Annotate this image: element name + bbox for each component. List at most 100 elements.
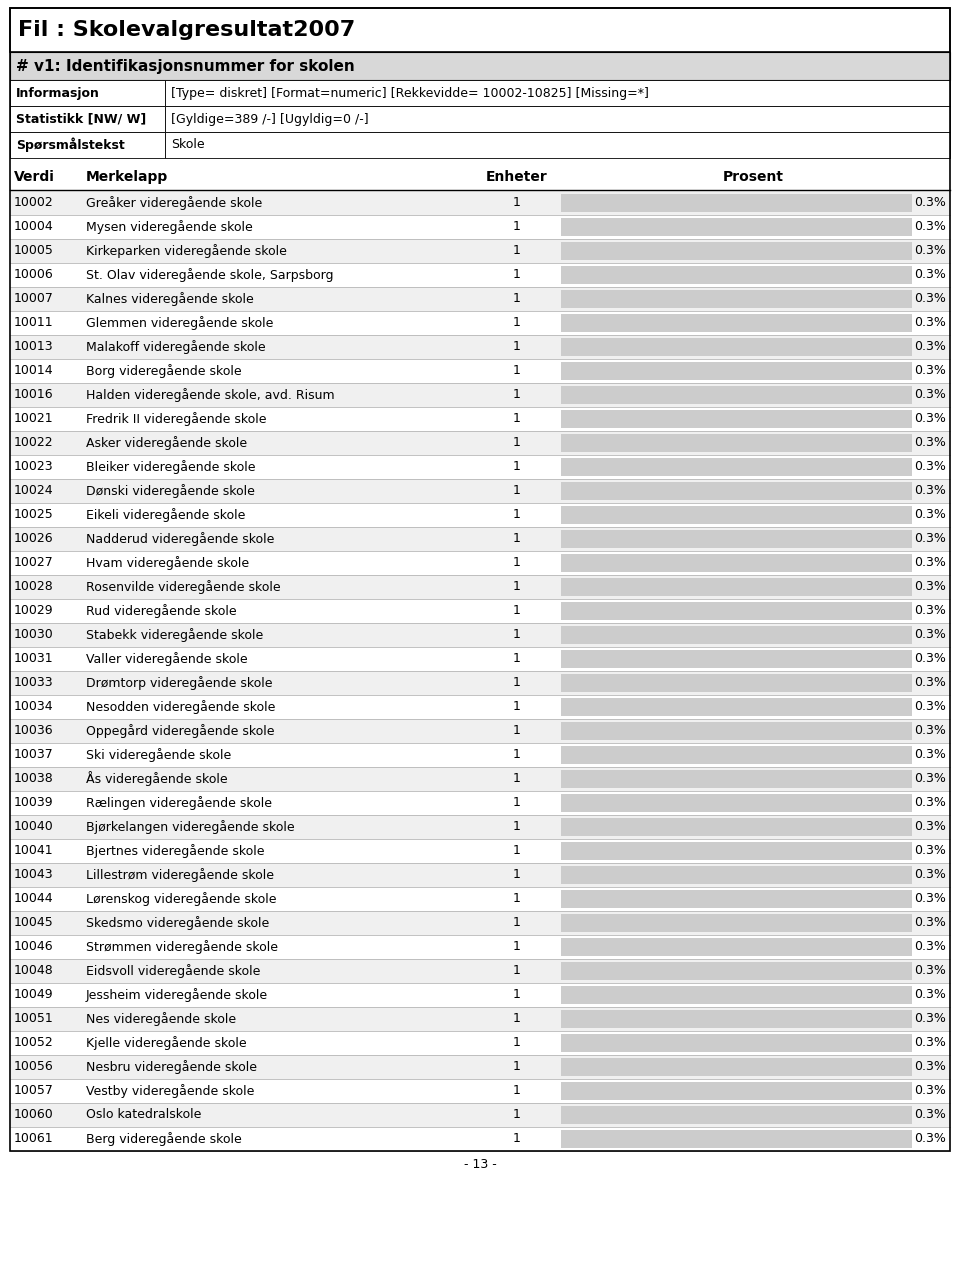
Bar bbox=[10, 551, 950, 575]
Text: Hvam videregående skole: Hvam videregående skole bbox=[86, 556, 250, 570]
Text: Prosent: Prosent bbox=[723, 169, 784, 184]
Text: 1: 1 bbox=[513, 677, 521, 690]
Text: 0.3%: 0.3% bbox=[914, 701, 946, 714]
Bar bbox=[561, 746, 912, 764]
Text: Kalnes videregående skole: Kalnes videregående skole bbox=[86, 291, 253, 306]
Text: Halden videregående skole, avd. Risum: Halden videregående skole, avd. Risum bbox=[86, 388, 335, 402]
Text: 1: 1 bbox=[513, 196, 521, 209]
Bar bbox=[10, 455, 950, 479]
Bar bbox=[561, 842, 912, 860]
Text: 10034: 10034 bbox=[14, 701, 54, 714]
Text: 10029: 10029 bbox=[14, 605, 54, 618]
Text: Bjørkelangen videregående skole: Bjørkelangen videregående skole bbox=[86, 820, 295, 835]
Bar bbox=[561, 1034, 912, 1052]
Bar bbox=[10, 791, 950, 815]
Bar bbox=[10, 526, 950, 551]
Text: 0.3%: 0.3% bbox=[914, 749, 946, 761]
Bar bbox=[561, 818, 912, 836]
Bar bbox=[10, 887, 950, 912]
Bar bbox=[10, 407, 950, 431]
Text: 1: 1 bbox=[513, 412, 521, 425]
Text: 10037: 10037 bbox=[14, 749, 54, 761]
Text: Spørsmålstekst: Spørsmålstekst bbox=[16, 137, 125, 153]
Text: 1: 1 bbox=[513, 580, 521, 593]
Text: Stabekk videregående skole: Stabekk videregående skole bbox=[86, 628, 263, 642]
Text: 0.3%: 0.3% bbox=[914, 556, 946, 570]
Text: Dønski videregående skole: Dønski videregående skole bbox=[86, 484, 254, 498]
Bar bbox=[561, 386, 912, 404]
Bar bbox=[10, 503, 950, 526]
Text: 0.3%: 0.3% bbox=[914, 917, 946, 930]
Text: 10048: 10048 bbox=[14, 964, 54, 977]
Bar bbox=[10, 8, 950, 51]
Text: 0.3%: 0.3% bbox=[914, 677, 946, 690]
Text: 1: 1 bbox=[513, 917, 521, 930]
Bar bbox=[561, 650, 912, 668]
Text: 1: 1 bbox=[513, 1061, 521, 1073]
Bar bbox=[10, 912, 950, 935]
Bar bbox=[10, 600, 950, 623]
Text: 10021: 10021 bbox=[14, 412, 54, 425]
Bar bbox=[165, 80, 950, 107]
Bar bbox=[561, 627, 912, 645]
Bar bbox=[561, 434, 912, 452]
Text: 1: 1 bbox=[513, 556, 521, 570]
Text: Skedsmo videregående skole: Skedsmo videregående skole bbox=[86, 915, 269, 930]
Text: 1: 1 bbox=[513, 724, 521, 737]
Bar bbox=[10, 311, 950, 335]
Text: 10025: 10025 bbox=[14, 508, 54, 521]
Text: 0.3%: 0.3% bbox=[914, 268, 946, 281]
Text: Bleiker videregående skole: Bleiker videregående skole bbox=[86, 460, 255, 474]
Bar bbox=[10, 959, 950, 984]
Text: 10056: 10056 bbox=[14, 1061, 54, 1073]
Text: Malakoff videregående skole: Malakoff videregående skole bbox=[86, 340, 266, 354]
Text: 0.3%: 0.3% bbox=[914, 892, 946, 905]
Text: 1: 1 bbox=[513, 773, 521, 786]
Bar bbox=[10, 1079, 950, 1103]
Text: 0.3%: 0.3% bbox=[914, 845, 946, 858]
Text: 0.3%: 0.3% bbox=[914, 652, 946, 665]
Bar bbox=[10, 360, 950, 383]
Text: 0.3%: 0.3% bbox=[914, 820, 946, 833]
Bar bbox=[561, 578, 912, 596]
Bar bbox=[10, 1031, 950, 1055]
Bar bbox=[10, 672, 950, 695]
Text: 10061: 10061 bbox=[14, 1132, 54, 1145]
Bar bbox=[10, 80, 165, 107]
Text: 10051: 10051 bbox=[14, 1013, 54, 1026]
Text: Eikeli videregående skole: Eikeli videregående skole bbox=[86, 508, 246, 523]
Text: 1: 1 bbox=[513, 484, 521, 497]
Text: 10027: 10027 bbox=[14, 556, 54, 570]
Text: 0.3%: 0.3% bbox=[914, 1132, 946, 1145]
Bar bbox=[10, 695, 950, 719]
Text: 0.3%: 0.3% bbox=[914, 316, 946, 330]
Text: 0.3%: 0.3% bbox=[914, 196, 946, 209]
Text: [Gyldige=389 /-] [Ugyldig=0 /-]: [Gyldige=389 /-] [Ugyldig=0 /-] bbox=[171, 113, 369, 126]
Bar bbox=[561, 1058, 912, 1076]
Text: 1: 1 bbox=[513, 628, 521, 642]
Text: 10014: 10014 bbox=[14, 365, 54, 377]
Text: 10057: 10057 bbox=[14, 1085, 54, 1098]
Text: Glemmen videregående skole: Glemmen videregående skole bbox=[86, 316, 274, 330]
Text: 0.3%: 0.3% bbox=[914, 605, 946, 618]
Text: 10016: 10016 bbox=[14, 389, 54, 402]
Bar bbox=[10, 431, 950, 455]
Text: 1: 1 bbox=[513, 749, 521, 761]
Text: 10005: 10005 bbox=[14, 244, 54, 258]
Bar bbox=[561, 482, 912, 499]
Bar bbox=[10, 767, 950, 791]
Bar bbox=[561, 1106, 912, 1124]
Bar bbox=[10, 743, 950, 767]
Bar bbox=[561, 410, 912, 428]
Text: 0.3%: 0.3% bbox=[914, 1108, 946, 1121]
Text: Valler videregående skole: Valler videregående skole bbox=[86, 652, 248, 666]
Bar bbox=[10, 8, 950, 1150]
Text: 1: 1 bbox=[513, 892, 521, 905]
Text: Oppegård videregående skole: Oppegård videregående skole bbox=[86, 724, 275, 738]
Bar bbox=[561, 338, 912, 356]
Text: 1: 1 bbox=[513, 1108, 521, 1121]
Text: 10052: 10052 bbox=[14, 1036, 54, 1049]
Text: 10022: 10022 bbox=[14, 437, 54, 449]
Text: 10038: 10038 bbox=[14, 773, 54, 786]
Text: 10043: 10043 bbox=[14, 868, 54, 882]
